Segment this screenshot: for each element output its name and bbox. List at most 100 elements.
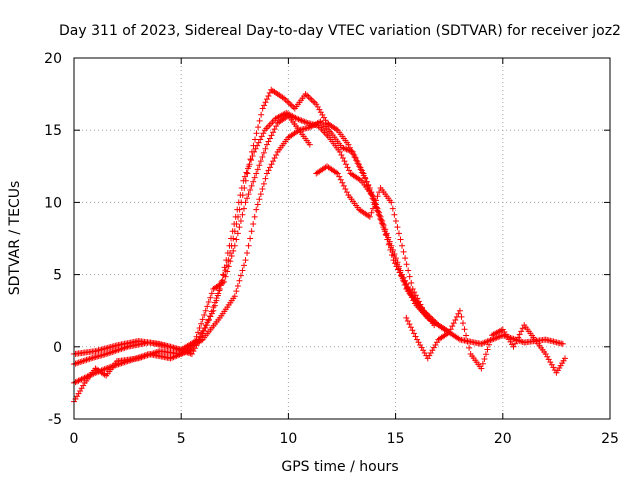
data-point bbox=[244, 249, 251, 256]
data-point bbox=[202, 307, 209, 314]
data-point bbox=[369, 205, 376, 212]
data-point bbox=[86, 355, 93, 362]
data-point bbox=[247, 187, 254, 194]
data-point bbox=[258, 111, 265, 118]
data-point bbox=[395, 265, 402, 272]
data-point bbox=[357, 164, 364, 171]
data-point bbox=[544, 353, 551, 360]
data-point bbox=[284, 98, 291, 105]
data-point bbox=[378, 220, 385, 227]
data-point bbox=[260, 149, 267, 156]
data-point bbox=[375, 208, 382, 215]
x-tick-labels: 0 5 10 15 20 25 bbox=[70, 431, 619, 447]
x-tick-label: 5 bbox=[177, 431, 186, 447]
data-point bbox=[205, 299, 212, 306]
data-point bbox=[252, 145, 259, 152]
data-point bbox=[204, 303, 211, 310]
data-point bbox=[234, 282, 241, 289]
data-point bbox=[242, 257, 249, 264]
data-point bbox=[559, 340, 566, 347]
data-point bbox=[121, 344, 128, 351]
data-point bbox=[191, 338, 198, 345]
data-point bbox=[196, 325, 203, 332]
data-point bbox=[397, 236, 404, 243]
data-point bbox=[83, 356, 90, 363]
data-point bbox=[518, 338, 525, 345]
data-point bbox=[115, 361, 122, 368]
data-point bbox=[109, 363, 116, 370]
data-point bbox=[406, 273, 413, 280]
data-point bbox=[129, 356, 136, 363]
data-point bbox=[109, 348, 116, 355]
data-point bbox=[234, 230, 241, 237]
data-point bbox=[230, 247, 237, 254]
data-point bbox=[372, 197, 379, 204]
data-point bbox=[255, 139, 262, 146]
data-point bbox=[313, 101, 320, 108]
data-point bbox=[223, 257, 230, 264]
data-point bbox=[389, 205, 396, 212]
data-point bbox=[213, 295, 220, 302]
data-point bbox=[113, 347, 120, 354]
data-point bbox=[374, 193, 381, 200]
data-point bbox=[251, 174, 258, 181]
data-point bbox=[411, 289, 418, 296]
data-point bbox=[240, 177, 247, 184]
x-tick-label: 20 bbox=[494, 431, 512, 447]
data-point bbox=[379, 221, 386, 228]
data-point bbox=[304, 92, 311, 99]
data-point bbox=[127, 357, 134, 364]
data-point bbox=[288, 102, 295, 109]
data-point bbox=[244, 195, 251, 202]
data-point bbox=[368, 191, 375, 198]
data-point bbox=[80, 382, 87, 389]
data-point bbox=[237, 192, 244, 199]
data-point bbox=[400, 248, 407, 255]
data-point bbox=[244, 170, 251, 177]
data-point bbox=[233, 236, 240, 243]
data-point bbox=[402, 255, 409, 262]
data-point bbox=[518, 328, 525, 335]
data-point bbox=[342, 161, 349, 168]
y-tick-label: -5 bbox=[48, 412, 62, 428]
data-point bbox=[262, 99, 269, 106]
data-point bbox=[249, 152, 256, 159]
data-point bbox=[252, 136, 259, 143]
data-point bbox=[210, 304, 217, 311]
data-point bbox=[80, 357, 87, 364]
data-point bbox=[339, 155, 346, 162]
data-point bbox=[369, 195, 376, 202]
y-axis-label: SDTVAR / TECUs bbox=[7, 181, 23, 296]
data-point bbox=[231, 221, 238, 228]
data-point bbox=[103, 351, 110, 358]
data-point bbox=[401, 278, 408, 285]
data-point bbox=[446, 329, 453, 336]
data-point bbox=[352, 155, 359, 162]
data-point bbox=[378, 216, 385, 223]
data-point bbox=[234, 206, 241, 213]
data-point bbox=[224, 268, 231, 275]
data-point bbox=[241, 173, 248, 180]
data-point bbox=[355, 161, 362, 168]
data-point bbox=[340, 182, 347, 189]
data-point bbox=[447, 326, 454, 333]
y-tick-labels: -5 0 5 10 15 20 bbox=[44, 51, 62, 428]
data-point bbox=[337, 176, 344, 183]
data-point bbox=[459, 320, 466, 327]
data-point bbox=[510, 343, 517, 350]
data-point bbox=[426, 352, 433, 359]
data-point bbox=[361, 174, 368, 181]
series-track-5 bbox=[313, 163, 438, 329]
data-point bbox=[398, 273, 405, 280]
data-point bbox=[412, 333, 419, 340]
data-point bbox=[232, 213, 239, 220]
data-point bbox=[259, 154, 266, 161]
data-point bbox=[414, 295, 421, 302]
data-point bbox=[254, 166, 261, 173]
data-point bbox=[78, 358, 85, 365]
data-point bbox=[245, 242, 252, 249]
data-point bbox=[478, 365, 485, 372]
data-point bbox=[72, 360, 79, 367]
data-point bbox=[482, 351, 489, 358]
